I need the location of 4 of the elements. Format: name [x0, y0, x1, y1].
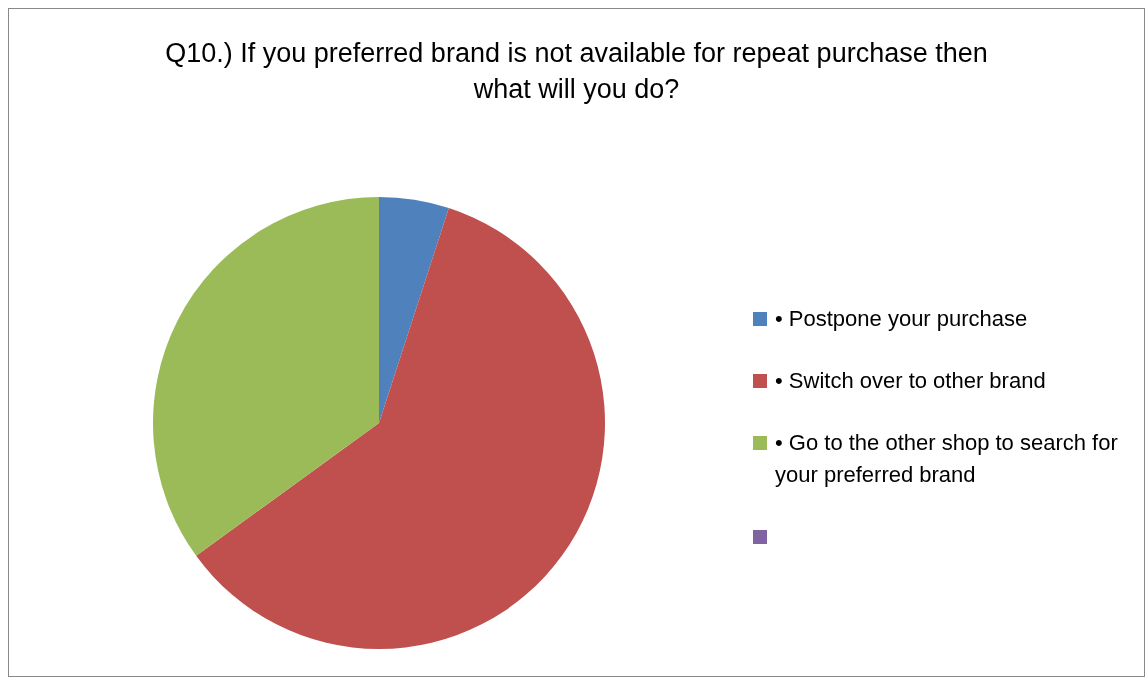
legend-label: • Switch over to other brand	[775, 366, 1047, 395]
legend-label: • Postpone your purchase	[775, 304, 1029, 333]
legend-label: • Go to the other shop to search for your preferred brand	[775, 428, 1119, 489]
chart-title: Q10.) If you preferred brand is not available for repeat purchase then what will you do?	[164, 37, 989, 106]
